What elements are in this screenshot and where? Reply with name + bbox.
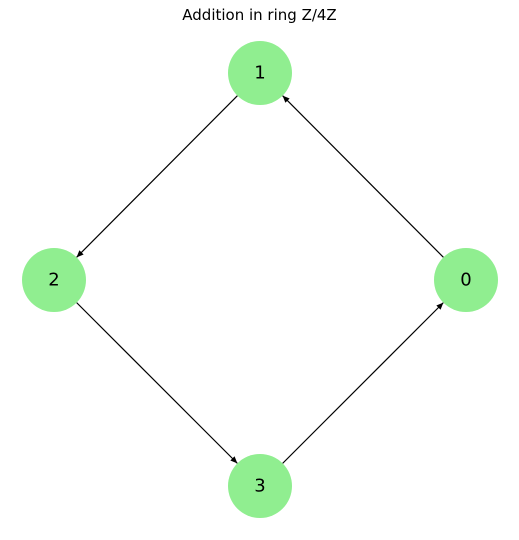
node-label-2: 2 xyxy=(48,270,59,291)
edge-0-to-1 xyxy=(282,95,444,258)
diagram-title: Addition in ring Z/4Z xyxy=(182,6,337,24)
node-1: 1 xyxy=(228,41,292,105)
edge-2-to-3 xyxy=(76,302,238,464)
node-label-1: 1 xyxy=(254,63,265,84)
node-label-3: 3 xyxy=(254,476,265,497)
node-0: 0 xyxy=(434,248,498,312)
node-3: 3 xyxy=(228,454,292,518)
node-label-0: 0 xyxy=(460,270,471,291)
node-circle-0 xyxy=(434,248,498,312)
node-circle-2 xyxy=(22,248,86,312)
node-2: 2 xyxy=(22,248,86,312)
node-circle-3 xyxy=(228,454,292,518)
edge-1-to-2 xyxy=(76,95,238,258)
edge-3-to-0 xyxy=(282,302,444,464)
node-circle-1 xyxy=(228,41,292,105)
